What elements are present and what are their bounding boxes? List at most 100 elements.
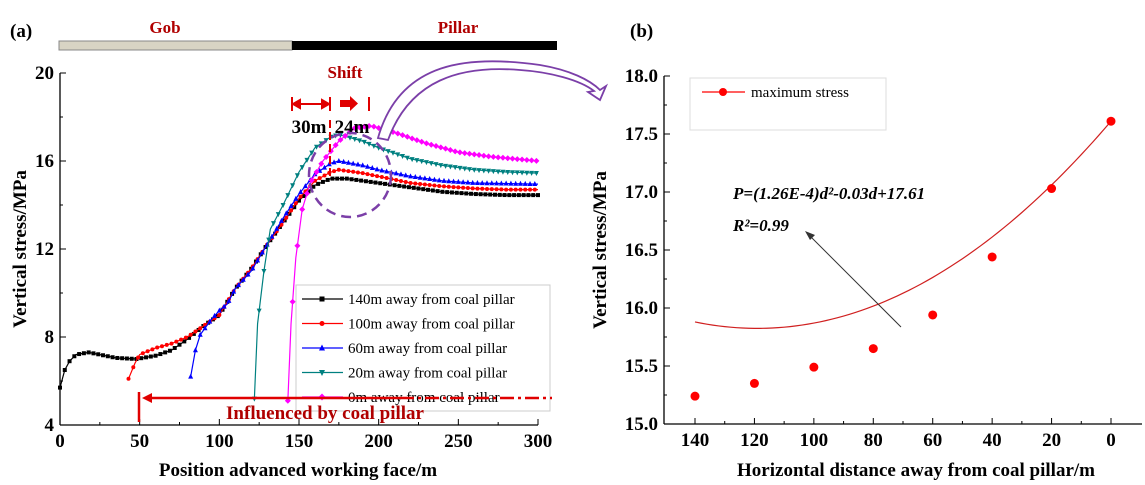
b-x-tick-label: 20 — [1042, 430, 1061, 451]
data-point — [351, 169, 356, 174]
data-point — [129, 356, 134, 361]
shift-label: Shift — [328, 63, 363, 82]
data-point — [319, 296, 325, 302]
data-point — [341, 158, 347, 164]
data-point — [150, 347, 155, 352]
data-point — [485, 153, 492, 160]
legend-b-marker — [719, 88, 727, 96]
legend-a-label: 20m away from coal pillar — [348, 366, 507, 382]
data-point — [413, 181, 418, 186]
data-point — [298, 189, 304, 195]
data-point — [507, 193, 512, 198]
a-y-tick-label: 20 — [35, 63, 54, 84]
data-point — [319, 321, 325, 326]
data-point — [402, 184, 407, 189]
data-point — [461, 185, 466, 190]
data-point — [495, 154, 502, 161]
data-point — [294, 242, 301, 249]
data-point — [483, 192, 488, 197]
data-point — [412, 174, 418, 180]
data-point — [398, 171, 404, 177]
data-point — [447, 147, 454, 153]
data-point — [336, 158, 342, 163]
panel-b: (b) 140 120 100 80 60 40 20 0 15.0 15.5 16.0 16.5 17… — [590, 21, 1142, 481]
data-point — [202, 325, 208, 331]
data-point — [349, 177, 354, 182]
data-point — [72, 354, 77, 359]
data-point — [366, 141, 372, 147]
data-point — [518, 187, 523, 192]
data-point — [289, 298, 296, 305]
data-point — [284, 397, 291, 404]
data-point — [354, 177, 359, 182]
data-point — [96, 352, 101, 357]
data-point — [308, 177, 315, 184]
pillar-label: Pillar — [438, 18, 479, 37]
data-point — [134, 357, 139, 361]
data-point — [366, 123, 373, 130]
data-point — [290, 183, 296, 189]
data-point — [522, 180, 528, 186]
data-point — [503, 180, 509, 186]
data-point — [521, 193, 526, 198]
data-point — [375, 174, 380, 179]
curved-arrow-icon — [376, 60, 609, 142]
data-point — [473, 192, 478, 197]
data-point — [451, 185, 456, 190]
panel-a-label: (a) — [10, 21, 32, 42]
data-point — [250, 265, 256, 271]
data-point — [379, 175, 384, 180]
data-point — [261, 269, 267, 274]
data-point — [352, 137, 358, 142]
data-point — [419, 159, 425, 165]
data-point — [177, 342, 182, 347]
shift-24m-label: 24m — [335, 117, 370, 138]
data-point — [179, 337, 184, 342]
data-point — [266, 237, 272, 243]
data-point — [508, 187, 513, 192]
data-point — [299, 206, 306, 213]
data-point — [235, 282, 241, 288]
data-point — [423, 160, 429, 166]
data-point — [212, 312, 218, 318]
data-point — [532, 181, 538, 187]
data-point — [408, 173, 414, 179]
b-y-tick-label: 15.5 — [625, 356, 658, 377]
data-point — [360, 171, 365, 176]
b-x-tick-label: 60 — [923, 430, 942, 451]
data-point — [126, 376, 131, 381]
data-point — [519, 156, 526, 163]
b-y-tick-label: 17.5 — [625, 124, 658, 145]
data-point — [292, 205, 297, 210]
data-point — [191, 331, 196, 336]
data-point — [378, 181, 383, 186]
data-point — [101, 353, 106, 358]
data-point — [533, 157, 540, 164]
data-point — [67, 359, 72, 364]
data-point — [140, 351, 145, 356]
data-point — [275, 212, 281, 218]
data-point — [331, 159, 337, 165]
legend-a: 140m away from coal pillar 100m away from… — [295, 284, 551, 412]
legend-a-label: 140m away from coal pillar — [348, 292, 515, 308]
data-point — [361, 139, 367, 145]
data-point — [480, 152, 487, 159]
data-point — [395, 152, 401, 158]
data-point — [512, 193, 517, 198]
data-point — [443, 163, 449, 169]
data-point — [144, 355, 149, 360]
data-point — [403, 172, 409, 178]
data-point — [526, 193, 531, 198]
data-point — [105, 354, 110, 359]
panel-a: (a) Gob Pillar 0 50 100 150 200 250 300 4 8 12 16 2… — [10, 18, 609, 481]
data-point — [428, 161, 434, 167]
data-point — [400, 154, 406, 160]
data-point — [536, 193, 540, 198]
data-point — [131, 365, 136, 370]
data-point — [393, 170, 399, 176]
data-point — [476, 168, 482, 174]
data-point — [336, 167, 341, 172]
shift-arrows — [290, 96, 370, 180]
data-point — [368, 179, 373, 184]
data-point — [356, 124, 363, 131]
